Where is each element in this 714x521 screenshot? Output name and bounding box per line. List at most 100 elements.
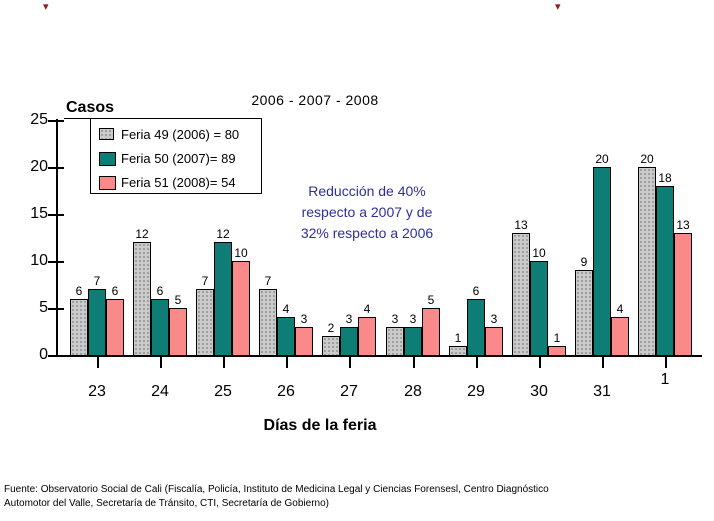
bar-value-label: 3 [300,312,308,326]
x-tick [413,355,415,368]
bar-value-label: 13 [514,218,528,232]
x-tick [223,355,225,368]
x-tick-label: 31 [593,383,611,400]
bar-value-label: 2 [327,321,335,335]
bar-value-label: 3 [345,312,353,326]
annotation-line: 32% respecto a 2006 [300,225,434,241]
source-note-line: Fuente: Observatorio Social de Cali (Fis… [4,484,549,495]
source-note: Fuente: Observatorio Social de Cali (Fis… [4,483,704,511]
bar-value-label: 18 [658,171,672,185]
x-tick [476,355,478,368]
bar-value-label: 10 [234,246,248,260]
bar-value-label: 1 [553,331,561,345]
legend-label: Feria 50 (2007)= 89 [121,151,236,166]
bar-value-label: 12 [216,227,230,241]
legend-entry: Feria 50 (2007)= 89 [91,150,261,174]
chart-title: 2006 - 2007 - 2008 [251,92,379,108]
x-tick [602,355,604,368]
bar [106,299,124,356]
bar [512,233,530,356]
bar [340,327,358,356]
bar [593,167,611,356]
bar-value-label: 4 [282,302,290,316]
bar-value-label: 4 [363,302,371,316]
bar [259,289,277,356]
y-tick [48,355,64,357]
bar [277,317,295,356]
bar-value-label: 10 [532,246,546,260]
y-tick-label: 20 [30,158,48,175]
y-tick-label: 15 [30,205,48,222]
x-tick [539,355,541,368]
x-tick-label: 24 [151,383,169,400]
legend-entry: Feria 49 (2006) = 80 [91,126,261,150]
x-tick-label: 30 [530,383,548,400]
legend-label: Feria 51 (2008)= 54 [121,175,236,190]
legend-swatch [99,176,116,190]
x-tick-label: 29 [467,383,485,400]
bar [548,346,566,356]
x-tick-label: 23 [88,383,106,400]
bar [530,261,548,356]
x-tick [160,355,162,368]
y-tick [48,308,64,310]
bar-value-label: 7 [201,274,209,288]
bar [638,167,656,356]
y-tick-label: 0 [39,346,48,363]
corner-mark-icon: ▾ [555,1,561,13]
x-tick [286,355,288,368]
legend-entry: Feria 51 (2008)= 54 [91,174,261,198]
bar-value-label: 6 [75,284,83,298]
bar [214,242,232,356]
bar [485,327,503,356]
bar-value-label: 12 [135,227,149,241]
y-tick-label: 5 [39,299,48,316]
annotation-line: Reducción de 40% [308,183,426,199]
bar-value-label: 9 [580,255,588,269]
bar-value-label: 3 [409,312,417,326]
bar [404,327,422,356]
bar [358,317,376,356]
bar-value-label: 3 [391,312,399,326]
bar-value-label: 5 [174,293,182,307]
bar-value-label: 20 [595,152,609,166]
bar-value-label: 5 [427,293,435,307]
bar [656,186,674,356]
bar [169,308,187,356]
x-tick-label: 26 [277,383,295,400]
bar-value-label: 4 [616,302,624,316]
y-tick [48,167,64,169]
bar [422,308,440,356]
annotation: Reducción de 40% respecto a 2007 y de 32… [292,181,442,244]
legend-swatch [99,152,116,166]
y-tick [48,120,64,122]
x-tick-label: 28 [404,383,422,400]
y-tick-label: 10 [30,252,48,269]
y-tick [48,214,64,216]
bar-value-label: 6 [156,284,164,298]
bar [70,299,88,356]
x-tick [665,355,667,368]
x-tick [97,355,99,368]
bar [151,299,169,356]
bar [467,299,485,356]
bar [575,270,593,356]
annotation-line: respecto a 2007 y de [301,204,433,220]
bar [322,336,340,356]
bar-value-label: 6 [472,284,480,298]
corner-mark-icon: ▾ [43,1,49,13]
y-axis [56,119,58,357]
legend-label: Feria 49 (2006) = 80 [121,127,240,142]
x-axis [56,355,702,357]
x-axis-title: Días de la feria [263,417,377,434]
chart-legend: Feria 49 (2006) = 80 Feria 50 (2007)= 89 F… [90,118,262,194]
bar-value-label: 1 [454,331,462,345]
x-tick [349,355,351,368]
source-note-line: Automotor del Valle, Secretaría de Tráns… [4,498,329,509]
legend-swatch [99,128,114,140]
bar [232,261,250,356]
bar-value-label: 13 [676,218,690,232]
bar-value-label: 6 [111,284,119,298]
